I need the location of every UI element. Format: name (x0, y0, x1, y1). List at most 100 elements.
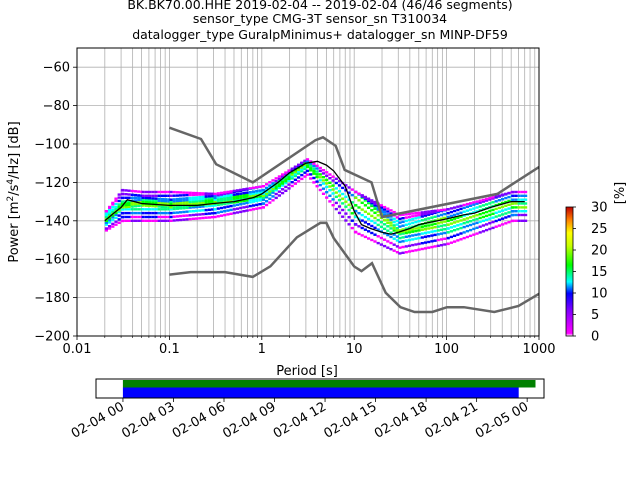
psd-density-cell (398, 225, 402, 228)
psd-density-cell (169, 208, 173, 211)
psd-density-cell (462, 222, 466, 225)
psd-density-cell (433, 222, 437, 226)
psd-density-cell (198, 197, 202, 201)
psd-density-cell (517, 190, 521, 194)
psd-density-cell (300, 161, 304, 164)
psd-density-cell (213, 196, 217, 199)
psd-density-cell (284, 185, 288, 189)
psd-density-cell (248, 198, 252, 201)
psd-density-cell (185, 210, 189, 213)
psd-density-cell (151, 190, 155, 194)
psd-density-cell (411, 243, 415, 247)
psd-density-cell (315, 164, 319, 167)
psd-density-cell (472, 233, 476, 236)
psd-density-cell (198, 196, 202, 199)
psd-density-cell (433, 233, 437, 237)
psd-density-cell (271, 191, 275, 194)
availability-tick-label: 02-04 18 (372, 399, 430, 441)
psd-density-cell (127, 219, 131, 222)
psd-density-cell (462, 214, 466, 217)
psd-density-cell (350, 193, 354, 197)
psd-density-cell (151, 211, 155, 215)
psd-density-cell (443, 243, 447, 246)
psd-density-cell (284, 180, 288, 183)
psd-density-cell (167, 202, 171, 205)
psd-density-cell (331, 198, 335, 201)
psd-density-cell (108, 213, 112, 216)
psd-density-cell (248, 191, 252, 194)
psd-density-cell (198, 199, 202, 203)
psd-density-cell (481, 219, 485, 222)
psd-density-cell (188, 200, 192, 203)
psd-density-cell (154, 208, 158, 211)
psd-density-cell (462, 236, 466, 240)
psd-density-cell (407, 235, 412, 238)
psd-density-cell (133, 199, 138, 202)
psd-density-cell (154, 194, 158, 197)
psd-density-cell (501, 213, 505, 216)
psd-density-cell (290, 168, 294, 172)
psd-density-cell (188, 198, 192, 202)
psd-density-cell (284, 173, 288, 176)
psd-density-cell (169, 190, 173, 194)
psd-density-cell (475, 214, 479, 217)
psd-density-cell (420, 215, 424, 218)
psd-density-cell (111, 214, 115, 217)
psd-density-cell (337, 205, 342, 208)
psd-density-cell (312, 181, 316, 184)
psd-density-cell (211, 208, 215, 211)
psd-density-cell (417, 213, 421, 217)
psd-density-cell (469, 202, 473, 205)
psd-density-cell (459, 207, 463, 211)
psd-density-cell (404, 239, 408, 242)
high-noise-model-line (168, 126, 539, 219)
psd-density-cell (491, 216, 495, 219)
psd-density-cell (469, 234, 473, 237)
psd-density-cell (315, 167, 319, 170)
psd-density-cell (423, 210, 428, 214)
psd-density-cell (360, 213, 364, 217)
psd-density-cell (430, 223, 434, 226)
psd-density-cell (245, 191, 249, 194)
psd-density-cell (407, 238, 412, 242)
psd-density-cell (284, 181, 288, 185)
psd-density-cell (160, 201, 164, 205)
y-tick-label: −160 (34, 253, 70, 268)
psd-density-cell (148, 204, 152, 208)
psd-density-cell (312, 172, 316, 175)
psd-density-cell (401, 224, 405, 227)
psd-density-cell (185, 197, 189, 200)
psd-density-cell (261, 206, 265, 209)
psd-density-cell (245, 205, 249, 208)
psd-density-cell (226, 192, 230, 195)
psd-density-cell (287, 177, 291, 180)
psd-density-cell (501, 205, 505, 209)
psd-density-cell (251, 186, 256, 189)
psd-density-cell (520, 210, 524, 213)
psd-density-cell (223, 206, 227, 209)
psd-density-cell (133, 196, 138, 199)
axes: 0.01 0.1 1 10 100 1000 −200 −180 −160 −140 −120 −10… (34, 61, 555, 357)
psd-density-cell (287, 187, 291, 190)
psd-density-cell (501, 193, 505, 196)
psd-density-cell (211, 200, 215, 203)
psd-density-cell (223, 213, 227, 217)
psd-density-cell (328, 185, 332, 188)
psd-density-cell (446, 231, 450, 234)
psd-density-cell (235, 198, 240, 202)
psd-density-cell (357, 192, 361, 195)
psd-density-cell (185, 193, 189, 197)
psd-density-cell (271, 189, 275, 192)
psd-density-cell (114, 211, 118, 215)
psd-density-cell (293, 178, 297, 181)
psd-density-cell (423, 228, 428, 231)
psd-density-cell (446, 211, 450, 215)
psd-density-cell (389, 241, 393, 245)
psd-density-cell (514, 213, 518, 217)
psd-density-cell (436, 229, 440, 232)
psd-density-cell (456, 212, 460, 215)
availability-tick-label: 02-04 21 (423, 399, 481, 441)
psd-density-cell (251, 204, 256, 207)
availability-tick-label: 02-05 00 (473, 399, 531, 441)
psd-density-cell (111, 222, 115, 226)
